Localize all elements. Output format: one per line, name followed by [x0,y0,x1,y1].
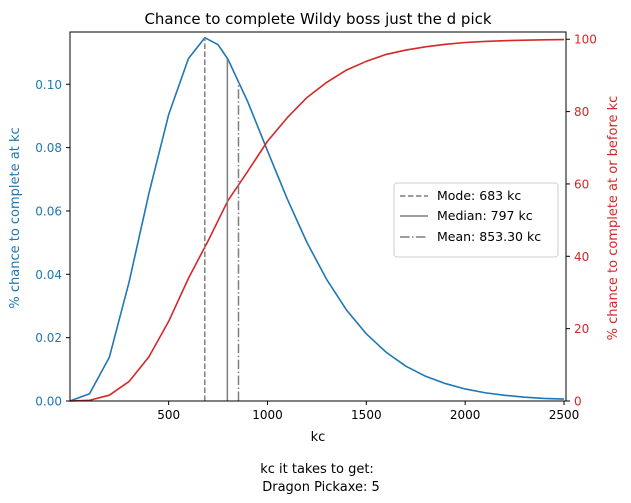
reference-lines [204,37,240,401]
right-y-tick-label: 0 [574,395,582,409]
right-y-tick-label: 60 [574,177,589,191]
x-tick-label: 1000 [252,408,283,422]
cdf-series-line [69,38,565,402]
left-y-tick-label: 0.04 [35,268,62,282]
caption-line-2: Dragon Pickaxe: 5 [262,480,380,495]
plot-frame [69,31,567,402]
left-y-axis: 0.00 0.02 0.04 0.06 0.08 0.10 [35,78,70,409]
x-tick-label: 500 [157,408,180,422]
right-y-tick-label: 20 [574,322,589,336]
x-axis-label: kc [311,430,326,445]
chart-title: Chance to complete Wildy boss just the d… [144,10,491,28]
x-tick-label: 1500 [351,408,382,422]
left-y-tick-label: 0.00 [35,395,62,409]
x-tick-label: 2500 [549,408,580,422]
left-y-axis-label: % chance to complete at kc [8,127,23,308]
x-axis: 500 1000 1500 2000 2500 [157,401,579,422]
x-tick-label: 2000 [450,408,481,422]
pdf-series-line [69,36,565,402]
right-y-axis-label: % chance to complete at or before kc [606,96,621,341]
right-y-tick-label: 40 [574,250,589,264]
left-y-tick-label: 0.02 [35,331,62,345]
caption-line-1: kc it takes to get: [260,462,374,477]
legend-box [393,182,559,258]
legend-median-label: Median: 797 kc [437,208,533,223]
right-y-tick-label: 100 [574,33,597,47]
legend-mode-label: Mode: 683 kc [437,188,521,203]
left-y-tick-label: 0.08 [35,141,62,155]
legend-mean-label: Mean: 853.30 kc [437,229,541,244]
right-y-axis: 0 20 40 60 80 100 [566,33,597,409]
left-y-tick-label: 0.06 [35,204,62,218]
right-y-tick-label: 80 [574,105,589,119]
series-layer [69,36,565,402]
left-y-tick-label: 0.10 [35,78,62,92]
legend: Mode: 683 kc Median: 797 kc Mean: 853.30… [393,182,559,258]
